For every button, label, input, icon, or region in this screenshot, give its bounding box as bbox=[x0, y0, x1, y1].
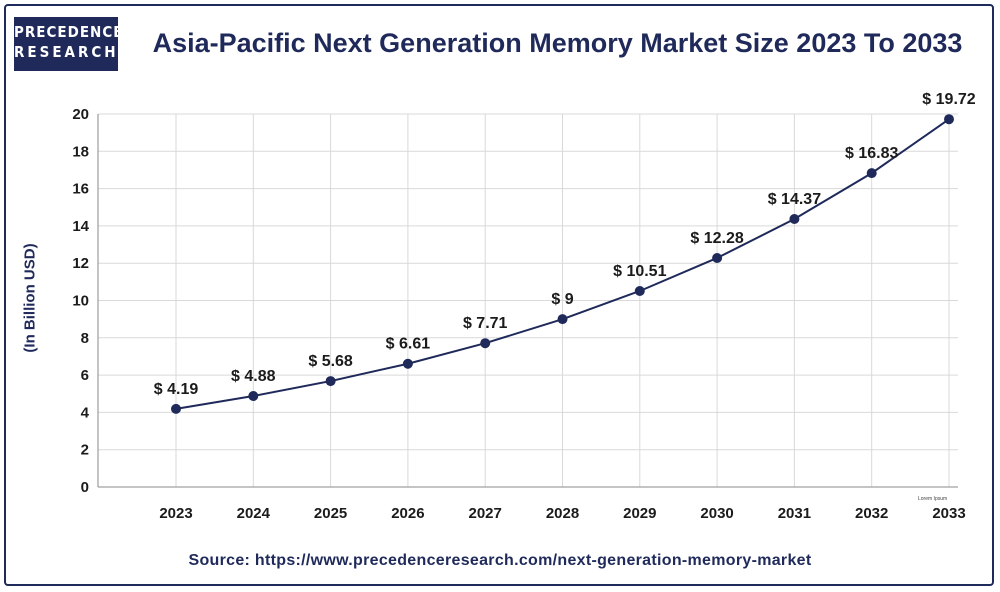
data-label: $ 16.83 bbox=[845, 145, 898, 162]
data-label: $ 12.28 bbox=[690, 230, 743, 247]
data-label: $ 4.88 bbox=[231, 368, 276, 385]
y-tick-label: 14 bbox=[72, 218, 89, 235]
data-point bbox=[944, 114, 954, 125]
data-labels: $ 4.19 $ 4.88 $ 5.68 $ 6.61 $ 7.71 $ 9 $ 10.51… bbox=[154, 91, 976, 398]
x-tick-label: 2033 bbox=[932, 505, 965, 522]
chart-frame bbox=[4, 4, 994, 586]
x-tick-label: 2026 bbox=[391, 505, 424, 522]
data-label: $ 10.51 bbox=[613, 263, 666, 280]
data-point bbox=[248, 390, 259, 401]
y-tick-label: 8 bbox=[81, 330, 89, 347]
y-tick-label: 0 bbox=[81, 479, 89, 496]
y-tick-label: 20 bbox=[72, 106, 89, 123]
x-tick-label: 2025 bbox=[314, 505, 347, 522]
x-tick-label: 2030 bbox=[700, 505, 733, 522]
y-tick-label: 18 bbox=[72, 143, 89, 160]
data-point bbox=[634, 285, 645, 296]
data-points bbox=[171, 114, 954, 414]
y-tick-label: 10 bbox=[72, 293, 89, 310]
x-tick-label: 2032 bbox=[855, 505, 888, 522]
x-tick-label: 2024 bbox=[237, 505, 271, 522]
data-point bbox=[402, 358, 413, 369]
y-tick-label: 6 bbox=[81, 367, 89, 384]
data-point bbox=[789, 213, 800, 224]
x-tick-label: 2028 bbox=[546, 505, 579, 522]
brand-logo-line1: PRECEDENCE bbox=[14, 23, 124, 41]
data-label: $ 19.72 bbox=[922, 91, 975, 108]
y-tick-label: 2 bbox=[81, 442, 89, 459]
chart-title: Asia-Pacific Next Generation Memory Mark… bbox=[152, 28, 963, 58]
data-label: $ 5.68 bbox=[308, 353, 353, 370]
y-axis-ticks: 0 2 4 6 8 10 12 14 16 18 20 bbox=[72, 106, 89, 496]
x-tick-label: 2027 bbox=[469, 505, 502, 522]
y-tick-label: 4 bbox=[81, 404, 90, 421]
data-point bbox=[557, 314, 568, 325]
x-tick-label: 2023 bbox=[159, 505, 192, 522]
x-axis-ticks: 2023 2024 2025 2026 2027 2028 2029 2030 2031 2032… bbox=[159, 505, 965, 522]
data-point bbox=[171, 403, 181, 414]
data-label: $ 4.19 bbox=[154, 381, 199, 398]
data-label: $ 7.71 bbox=[463, 315, 508, 332]
brand-logo-line2: RESEARCH bbox=[14, 43, 119, 61]
x-tick-label: 2029 bbox=[623, 505, 656, 522]
data-label: $ 9 bbox=[551, 291, 573, 308]
data-point bbox=[325, 376, 336, 387]
x-tick-label: 2031 bbox=[778, 505, 811, 522]
y-tick-label: 12 bbox=[72, 255, 89, 272]
data-label: $ 6.61 bbox=[386, 336, 431, 353]
data-point bbox=[866, 168, 877, 179]
brand-logo: PRECEDENCE RESEARCH bbox=[14, 17, 124, 71]
data-point bbox=[712, 252, 723, 263]
data-label: $ 14.37 bbox=[768, 191, 821, 208]
data-point bbox=[480, 338, 491, 349]
source-note: Source: https://www.precedenceresearch.c… bbox=[188, 552, 812, 569]
y-tick-label: 16 bbox=[72, 181, 89, 198]
chart-annotation: Lorem Ipsum bbox=[918, 496, 947, 502]
chart-grid bbox=[97, 113, 958, 488]
